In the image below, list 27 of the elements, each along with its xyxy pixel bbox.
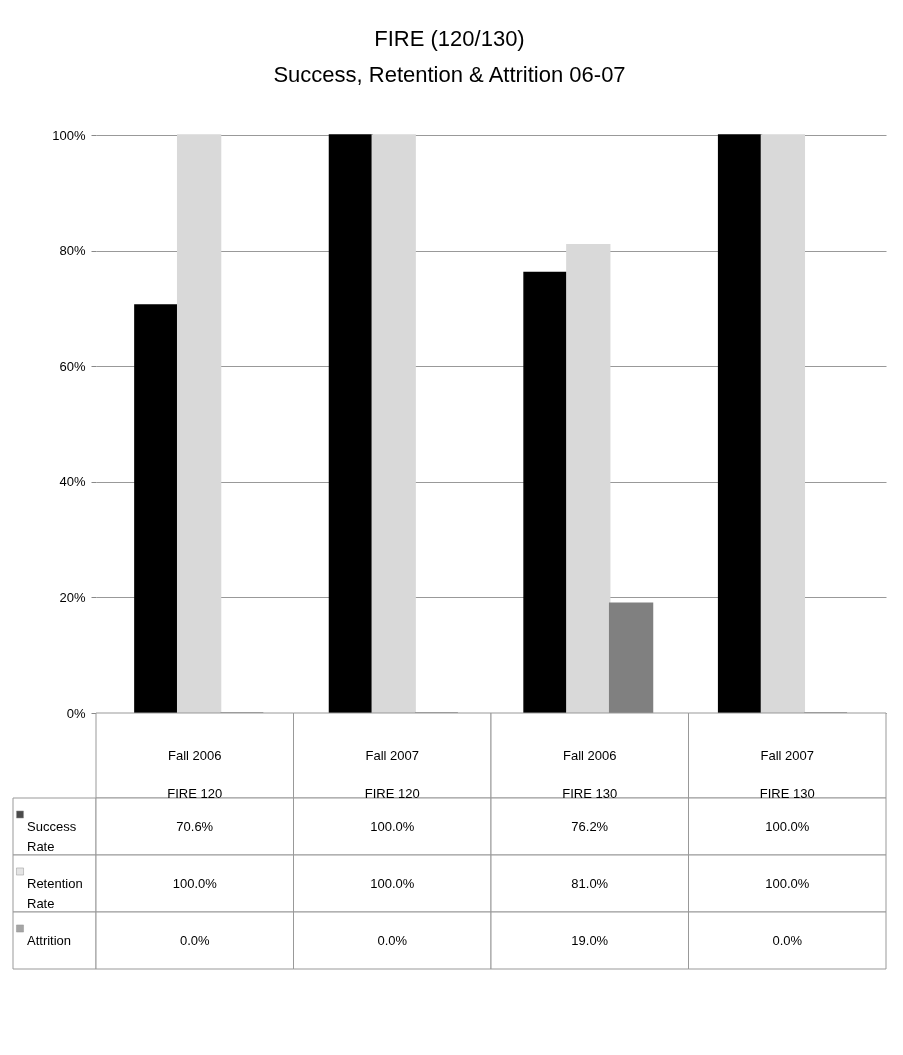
data-label: 0.0% [377,932,408,948]
category-label: Fall 2006 FIRE 120 [167,747,223,801]
y-tick-label: 0% [66,705,86,721]
data-label: 100.0% [765,818,810,834]
y-tick-label: 100% [52,127,86,143]
data-label: 0.0% [179,932,210,948]
data-label: 19.0% [571,932,609,948]
data-label: 0.0% [772,932,803,948]
data-label: 100.0% [172,875,218,891]
y-tick-label: 80% [59,243,86,259]
category-label: Fall 2007 FIRE 120 [364,747,420,801]
y-tick-label: 40% [59,474,86,490]
legend-label: Attrition [27,932,72,948]
y-tick-label: 20% [59,589,86,605]
data-label: 100.0% [370,875,415,891]
category-label: Fall 2007 FIRE 130 [759,747,815,801]
chart-subtitle: Success, Retention & Attrition 06-07 [273,62,626,87]
data-label: 70.6% [176,818,214,834]
data-label: 81.0% [571,875,609,891]
category-label: Fall 2006 FIRE 130 [562,747,618,801]
data-label: 100.0% [370,818,415,834]
legend-label: Success Rate [27,818,77,854]
y-tick-label: 60% [59,358,86,374]
chart-title: FIRE (120/130) [374,26,525,51]
data-label: 100.0% [765,875,810,891]
legend-label: Retention Rate [27,875,83,911]
data-label: 76.2% [571,818,609,834]
